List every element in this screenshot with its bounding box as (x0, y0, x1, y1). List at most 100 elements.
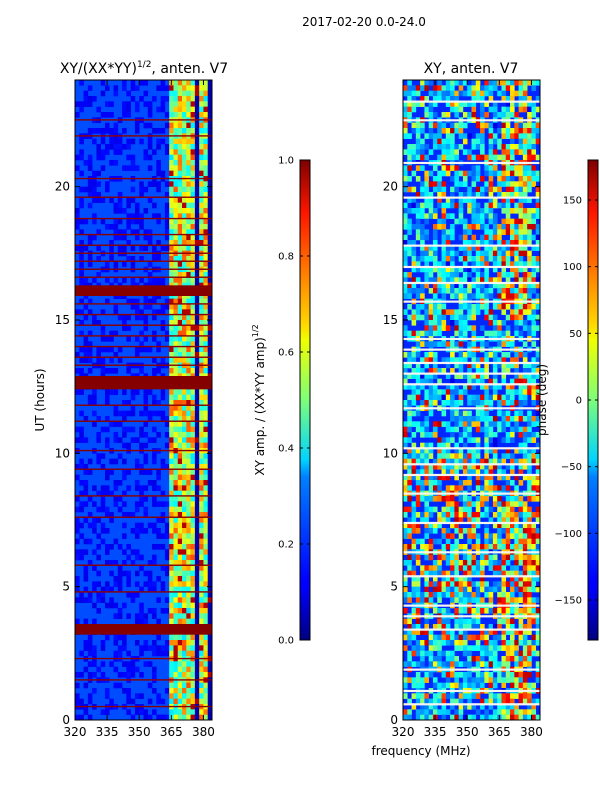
heatmap-cell (75, 218, 80, 225)
heatmap-cell (164, 608, 170, 614)
heatmap-cell (462, 389, 468, 395)
heatmap-cell (160, 464, 166, 470)
heatmap-cell (424, 85, 429, 91)
heatmap-cell (96, 256, 101, 262)
heatmap-cell (194, 693, 200, 699)
heatmap-cell (471, 234, 477, 241)
heatmap-cell (514, 181, 519, 187)
heatmap-cell (428, 469, 434, 475)
heatmap-cell (139, 213, 144, 219)
heatmap-cell (194, 197, 200, 203)
heatmap-cell (484, 101, 489, 107)
heatmap-cell (403, 458, 408, 465)
heatmap-cell (194, 213, 200, 219)
heatmap-cell (403, 432, 408, 438)
heatmap-cell (199, 442, 204, 449)
heatmap-cell (441, 234, 447, 241)
heatmap-cell (428, 672, 434, 678)
heatmap-cell (199, 320, 204, 326)
heatmap-cell (488, 394, 494, 401)
heatmap-cell (411, 629, 417, 635)
heatmap-cell (173, 554, 179, 561)
heatmap-cell (480, 304, 485, 310)
heatmap-cell (139, 586, 144, 593)
heatmap-cell (450, 416, 455, 422)
heatmap-cell (403, 208, 408, 214)
heatmap-cell (471, 154, 477, 161)
heatmap-cell (156, 341, 161, 347)
heatmap-cell (190, 698, 196, 705)
heatmap-cell (432, 426, 438, 433)
heatmap-cell (207, 394, 212, 401)
heatmap-cell (458, 394, 464, 401)
heatmap-cell (75, 208, 80, 214)
heatmap-cell (139, 192, 144, 198)
heatmap-cell (467, 437, 472, 443)
heatmap-cell (415, 661, 421, 667)
heatmap-cell (480, 410, 485, 417)
heatmap-cell (535, 560, 540, 566)
heatmap-cell (475, 581, 481, 587)
heatmap-cell (527, 112, 532, 118)
heatmap-cell (522, 416, 528, 422)
heatmap-cell (488, 464, 494, 470)
heatmap-cell (190, 346, 196, 353)
heatmap-cell (428, 357, 434, 363)
heatmap-cell (518, 181, 524, 187)
heatmap-cell (488, 624, 494, 630)
heatmap-cell (194, 410, 200, 417)
heatmap-cell (475, 362, 481, 369)
heatmap-cell (484, 384, 489, 390)
heatmap-cell (445, 266, 451, 273)
heatmap-cell (207, 661, 212, 667)
heatmap-cell (407, 544, 412, 550)
heatmap-cell (514, 192, 519, 198)
heatmap-cell (143, 234, 149, 241)
heatmap-cell (445, 133, 451, 139)
heatmap-cell (177, 512, 183, 518)
heatmap-cell (83, 682, 89, 689)
heatmap-cell (432, 234, 438, 241)
heatmap-cell (407, 272, 412, 278)
heatmap-cell (79, 256, 84, 262)
heatmap-cell (87, 160, 93, 166)
heatmap-cell (100, 128, 106, 134)
heatmap-cell (156, 410, 161, 417)
heatmap-cell (420, 426, 425, 433)
heatmap-cell (432, 341, 438, 347)
heatmap-cell (203, 229, 209, 235)
heatmap-cell (177, 437, 183, 443)
heatmap-cell (173, 394, 179, 401)
heatmap-cell (437, 618, 442, 625)
heatmap-cell (134, 336, 140, 342)
heatmap-cell (531, 448, 537, 454)
heatmap-cell (403, 474, 408, 481)
heatmap-cell (190, 597, 196, 603)
heatmap-cell (207, 149, 212, 155)
heatmap-cell (134, 506, 140, 513)
heatmap-cell (420, 656, 425, 662)
heatmap-cell (475, 85, 481, 91)
heatmap-cell (87, 261, 93, 267)
heatmap-cell (497, 394, 502, 401)
heatmap-cell (113, 613, 119, 619)
heatmap-cell (207, 128, 212, 134)
heatmap-cell (450, 661, 455, 667)
heatmap-cell (445, 608, 451, 614)
heatmap-cell (428, 485, 434, 491)
heatmap-cell (79, 218, 84, 225)
heatmap-cell (497, 565, 502, 571)
heatmap-cell (471, 330, 477, 337)
heatmap-cell (467, 224, 472, 230)
heatmap-cell (173, 693, 179, 699)
heatmap-cell (492, 122, 498, 129)
heatmap-cell (424, 533, 429, 539)
heatmap-cell (186, 693, 191, 699)
heatmap-cell (207, 640, 212, 646)
heatmap-cell (531, 570, 537, 577)
heatmap-cell (186, 357, 191, 363)
heatmap-cell (411, 352, 417, 358)
heatmap-cell (445, 165, 451, 171)
heatmap-cell (194, 496, 200, 502)
heatmap-cell (488, 640, 494, 646)
